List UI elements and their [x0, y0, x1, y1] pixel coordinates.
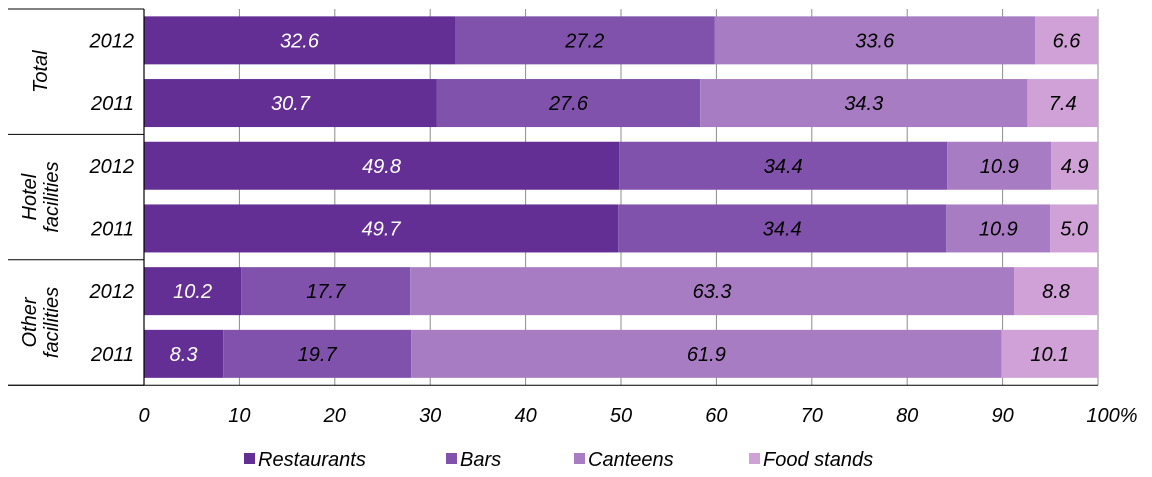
data-label: 10.1 — [1030, 344, 1069, 366]
data-label: 7.4 — [1049, 93, 1077, 115]
data-label: 34.3 — [844, 93, 883, 115]
bar-segment — [411, 329, 1002, 378]
data-label: 61.9 — [687, 344, 726, 366]
bars — [144, 16, 1098, 378]
x-tick-label: 10 — [228, 405, 250, 427]
bar-segment — [144, 141, 620, 190]
bar-segment — [455, 16, 715, 65]
x-tick-label: 40 — [514, 405, 536, 427]
bar-segment — [223, 329, 412, 378]
group-label-line: Other — [19, 296, 41, 347]
group-label-line: Total — [30, 50, 52, 93]
data-label: 33.6 — [855, 30, 895, 52]
x-tick-label: 80 — [896, 405, 918, 427]
bar-segment — [714, 16, 1036, 65]
group-label-line: facilities — [41, 287, 63, 358]
group-label: Other facilities — [19, 287, 63, 358]
legend: Restaurants Bars Canteens Food stands — [244, 449, 873, 471]
bar-segment — [1014, 267, 1098, 316]
legend-swatch — [446, 453, 457, 464]
data-label: 4.9 — [1061, 156, 1089, 178]
group-label-line: facilities — [41, 162, 63, 233]
data-label: 5.0 — [1060, 218, 1088, 240]
x-tick-label: 70 — [801, 405, 823, 427]
legend-label: Bars — [460, 449, 501, 471]
group-label: Hotel facilities — [19, 162, 63, 233]
group-label: Total — [30, 50, 52, 93]
data-label: 10.2 — [173, 281, 212, 303]
bar-segment — [618, 204, 947, 253]
data-label: 10.9 — [980, 156, 1019, 178]
bar-segment — [144, 16, 456, 65]
data-label: 34.4 — [763, 218, 802, 240]
bar-segment — [1050, 204, 1098, 253]
data-label: 17.7 — [306, 281, 346, 303]
bar-segment — [1027, 79, 1098, 128]
data-label: 19.7 — [298, 344, 338, 366]
bar-segment — [144, 79, 437, 128]
legend-swatch — [244, 453, 255, 464]
legend-label: Restaurants — [258, 449, 366, 471]
data-label: 10.9 — [979, 218, 1018, 240]
row-year-label: 2012 — [89, 156, 135, 178]
data-label: 34.4 — [764, 156, 803, 178]
legend-label: Canteens — [588, 449, 674, 471]
x-tick-label: 30 — [419, 405, 441, 427]
x-tick-label: 0 — [138, 405, 149, 427]
data-label: 27.2 — [564, 30, 604, 52]
row-year-label: 2011 — [90, 93, 134, 115]
data-label: 32.6 — [280, 30, 320, 52]
bar-segment — [410, 267, 1015, 316]
bar-segment — [144, 267, 242, 316]
gridlines — [143, 9, 1099, 386]
x-tick-label: 100% — [1086, 405, 1137, 427]
x-tick-label: 20 — [323, 405, 346, 427]
group-label-line: Hotel — [19, 173, 41, 220]
data-label: 8.3 — [170, 344, 198, 366]
row-year-label: 2011 — [90, 344, 134, 366]
bar-segment — [144, 204, 619, 253]
row-year-label: 2011 — [90, 218, 134, 240]
row-year-label: 2012 — [89, 30, 135, 52]
legend-swatch — [749, 453, 760, 464]
bar-segment — [144, 329, 224, 378]
bar-labels: 32.6 27.2 33.6 6.6 30.7 27.6 34.3 7.4 49.8 34.4 10… — [170, 30, 1089, 366]
x-tick-label: 50 — [610, 405, 632, 427]
bar-segment — [946, 204, 1051, 253]
bar-segment — [619, 141, 948, 190]
x-tick-label: 90 — [991, 405, 1013, 427]
legend-label: Food stands — [763, 449, 873, 471]
bar-segment — [241, 267, 411, 316]
data-label: 27.6 — [548, 93, 589, 115]
data-label: 63.3 — [693, 281, 732, 303]
bar-segment — [1051, 141, 1098, 190]
bar-segment — [1035, 16, 1098, 65]
row-year-label: 2012 — [89, 281, 135, 303]
data-label: 49.8 — [362, 156, 401, 178]
bar-segment — [700, 79, 1028, 128]
x-tick-label: 60 — [705, 405, 727, 427]
bar-segment — [947, 141, 1052, 190]
bar-segment — [436, 79, 701, 128]
bar-segment — [1001, 329, 1098, 378]
data-label: 49.7 — [362, 218, 402, 240]
data-label: 8.8 — [1042, 281, 1070, 303]
legend-swatch — [574, 453, 585, 464]
data-label: 30.7 — [271, 93, 311, 115]
data-label: 6.6 — [1053, 30, 1082, 52]
